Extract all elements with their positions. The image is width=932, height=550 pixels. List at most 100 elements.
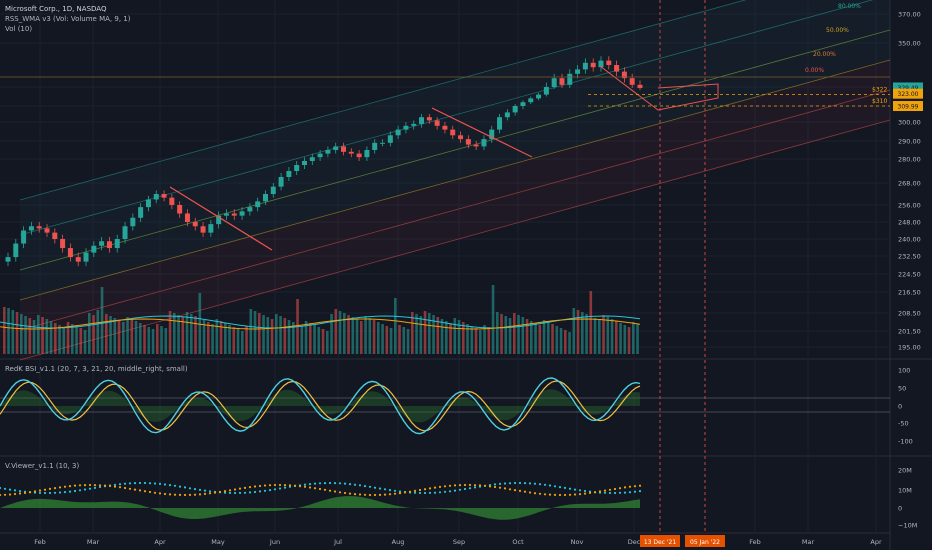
candle-body (5, 257, 11, 262)
volume-bar (317, 327, 321, 354)
volume-bar (355, 319, 359, 354)
volume-bar (287, 320, 291, 354)
candle-body (278, 177, 284, 187)
volume-bar (585, 314, 588, 354)
vviewer-dot-buy (428, 491, 432, 494)
volume-bar (20, 314, 23, 354)
vviewer-dot-sell (388, 493, 392, 496)
vviewer-dot-buy (133, 482, 137, 485)
vviewer-dot-sell (453, 484, 457, 487)
vviewer-dot-buy (423, 491, 427, 495)
candle-body (333, 146, 339, 150)
volume-bar (615, 321, 618, 354)
volume-bar (37, 315, 40, 354)
vviewer-dot-sell (508, 488, 512, 491)
vviewer-dot-sell (553, 493, 557, 496)
candle-body (395, 129, 401, 136)
volume-bar (593, 318, 597, 354)
vviewer-dot-buy (433, 491, 437, 494)
vviewer-dot-sell (93, 484, 97, 487)
vviewer-dot-sell (343, 491, 347, 495)
axis-labels: 370.00350.00330.00310.00300.00290.00280.… (34, 11, 923, 547)
volume-bar (466, 324, 469, 354)
bsi-main-line (0, 377, 641, 435)
vviewer-dot-buy (248, 491, 252, 494)
x-tick-label: Nov (571, 538, 584, 546)
x-tick-label: Jun (269, 538, 280, 546)
vviewer-dot-sell (23, 491, 27, 494)
vviewer-dot-buy (258, 490, 262, 493)
pane3-title: V.Viewer_v1.1 (10, 3) (5, 462, 79, 470)
y-tick-label: 240.00 (898, 236, 921, 244)
vviewer-dot-sell (558, 493, 562, 497)
vviewer-dot-sell (278, 483, 282, 487)
vviewer-dot-buy (363, 485, 367, 488)
candle-body (75, 257, 81, 262)
vviewer-dot-buy (143, 481, 147, 485)
vviewer-dot-sell (328, 489, 332, 492)
vviewer-dot-buy (563, 486, 567, 489)
volume-bar (177, 315, 180, 354)
volume-bar (143, 325, 146, 354)
volume-bar (559, 328, 563, 354)
volume-bar (636, 324, 639, 354)
vviewer-dot-buy (78, 489, 82, 492)
vviewer-dot-buy (573, 488, 577, 491)
volume-bar (402, 327, 406, 354)
vviewer-dot-sell (78, 484, 82, 487)
candle-body (458, 135, 464, 140)
vviewer-dot-sell (528, 491, 532, 494)
vviewer-dot-sell (493, 485, 497, 489)
vviewer-dot-buy (333, 482, 337, 485)
channel-percent-label: 0.00% (805, 67, 824, 74)
candle-body (177, 205, 183, 214)
x-tick-label: Mar (87, 538, 100, 546)
candle-body (28, 226, 34, 231)
candle-body (255, 201, 261, 208)
volume-bar (309, 323, 312, 354)
volume-bar (49, 321, 53, 354)
trend-arrow-1 (169, 186, 273, 251)
vviewer-dot-sell (193, 493, 197, 496)
volume-bar (7, 308, 10, 354)
vviewer-dot-sell (308, 486, 312, 489)
vviewer-dot-buy (508, 482, 512, 485)
volume-bar (572, 308, 576, 354)
volume-bar (160, 326, 163, 354)
vviewer-dot-buy (93, 486, 97, 489)
vviewer-dot-sell (28, 491, 32, 494)
volume-bar (79, 328, 83, 354)
candle-body (52, 232, 58, 239)
candle-body (247, 207, 253, 212)
volume-bar (122, 322, 125, 354)
vviewer-dot-buy (373, 486, 377, 489)
level-label: $322 (872, 87, 887, 94)
vviewer-dot-sell (283, 484, 287, 487)
vviewer-dot-buy (418, 491, 422, 495)
vviewer-dot-sell (468, 483, 472, 487)
candle-body (67, 248, 73, 258)
vviewer-dot-sell (178, 493, 182, 496)
vviewer-dot-buy (128, 482, 132, 485)
y-tick-label: 290.00 (898, 138, 921, 146)
vviewer-dot-buy (613, 491, 617, 495)
volume-bar (525, 319, 529, 354)
vviewer-dot-sell (33, 490, 37, 493)
candle-body (325, 150, 331, 154)
vviewer-dot-buy (233, 491, 237, 495)
vviewer-dot-buy (528, 482, 532, 485)
vviewer-dot-sell (288, 484, 292, 487)
vviewer-dot-buy (178, 485, 182, 488)
vviewer-dot-buy (73, 489, 77, 493)
vviewer-dot-sell (358, 493, 362, 496)
candle-body (575, 69, 581, 74)
volume-ma-slow (0, 318, 641, 330)
volume-bar (88, 313, 91, 354)
vviewer-dot-sell (3, 493, 7, 496)
volume-bar (547, 322, 550, 354)
volume-bar (202, 320, 206, 354)
vviewer-dot-sell (123, 486, 127, 490)
volume-bar (436, 317, 440, 354)
volume-bar (3, 307, 6, 354)
vviewer-dot-sell (523, 490, 527, 493)
